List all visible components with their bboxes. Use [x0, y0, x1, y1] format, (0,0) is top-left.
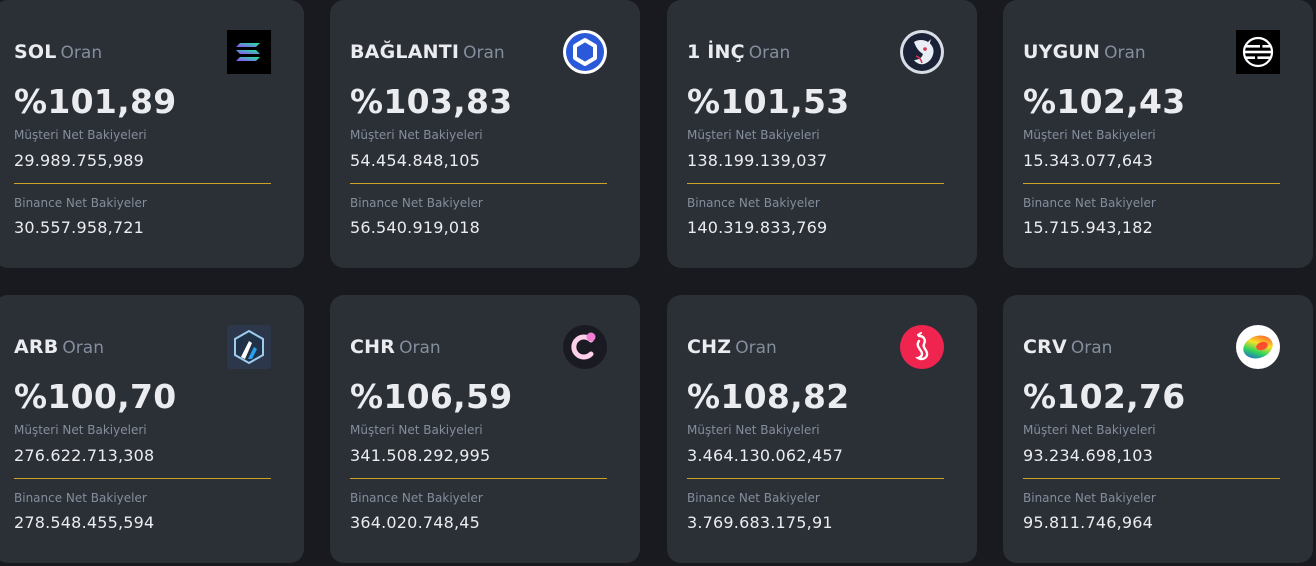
customer-balance-label: Müşteri Net Bakiyeleri [350, 128, 483, 142]
rate-label: Oran [735, 338, 777, 358]
divider [14, 183, 271, 184]
coin-symbol: SOL [14, 41, 57, 63]
card-header: CHR Oran [350, 335, 441, 360]
reserve-ratio: %100,70 [14, 377, 177, 416]
binance-balance-value: 30.557.958,721 [14, 218, 145, 237]
customer-balance-label: Müşteri Net Bakiyeleri [687, 128, 820, 142]
customer-balance-label: Müşteri Net Bakiyeleri [14, 128, 147, 142]
coin-symbol: CHR [350, 336, 396, 358]
binance-balance-label: Binance Net Bakiyeler [1023, 196, 1156, 210]
reserve-card-arb: ARB Oran %100,70 Müşteri Net Bakiyeleri 2… [0, 295, 304, 563]
divider [687, 183, 944, 184]
rate-label: Oran [60, 43, 103, 63]
customer-balance-label: Müşteri Net Bakiyeleri [1023, 423, 1156, 437]
rate-label: Oran [748, 43, 791, 63]
reserve-ratio: %102,76 [1023, 377, 1186, 416]
customer-balance-value: 29.989.755,989 [14, 151, 145, 170]
coin-symbol: BAĞLANTI [350, 41, 460, 63]
customer-balance-label: Müşteri Net Bakiyeleri [350, 423, 483, 437]
divider [14, 478, 271, 479]
binance-balance-label: Binance Net Bakiyeler [1023, 491, 1156, 505]
reserve-card-apt: UYGUN Oran %102,43 Müşteri Net Bakiyeleri… [1003, 0, 1313, 268]
aptos-icon [1236, 30, 1280, 74]
customer-balance-label: Müşteri Net Bakiyeleri [687, 423, 820, 437]
customer-balance-label: Müşteri Net Bakiyeleri [1023, 128, 1156, 142]
coin-symbol: ARB [14, 336, 59, 358]
reserve-ratio: %106,59 [350, 377, 513, 416]
binance-balance-value: 3.769.683.175,91 [687, 513, 833, 532]
rate-label: Oran [399, 338, 441, 358]
binance-balance-label: Binance Net Bakiyeler [350, 491, 483, 505]
rate-label: Oran [1070, 338, 1113, 358]
divider [1023, 478, 1280, 479]
binance-balance-label: Binance Net Bakiyeler [687, 491, 820, 505]
card-header: CHZ Oran [687, 335, 777, 360]
rate-label: Oran [62, 338, 104, 358]
rate-label: Oran [1104, 43, 1146, 63]
reserve-ratio: %102,43 [1023, 82, 1186, 121]
reserve-ratio: %101,53 [687, 82, 850, 121]
customer-balance-value: 15.343.077,643 [1023, 151, 1154, 170]
1inch-icon [900, 30, 944, 74]
solana-icon [227, 30, 271, 74]
customer-balance-value: 138.199.139,037 [687, 151, 828, 170]
card-header: BAĞLANTI Oran [350, 40, 505, 65]
arbitrum-icon [227, 325, 271, 369]
coin-symbol: 1 İNÇ [687, 41, 745, 63]
customer-balance-value: 54.454.848,105 [350, 151, 481, 170]
card-header: 1 İNÇ Oran [687, 40, 790, 65]
reserve-card-chr: CHR Oran %106,59 Müşteri Net Bakiyeleri 3… [330, 295, 640, 563]
rate-label: Oran [463, 43, 505, 63]
chainlink-icon [563, 30, 607, 74]
customer-balance-value: 341.508.292,995 [350, 446, 491, 465]
divider [687, 478, 944, 479]
divider [1023, 183, 1280, 184]
reserve-ratio: %101,89 [14, 82, 177, 121]
reserve-card-1inch: 1 İNÇ Oran %101,53 Müşteri Net Bakiyeleri… [667, 0, 977, 268]
card-header: CRV Oran [1023, 335, 1112, 360]
binance-balance-label: Binance Net Bakiyeler [14, 196, 147, 210]
customer-balance-value: 276.622.713,308 [14, 446, 155, 465]
chiliz-icon [900, 325, 944, 369]
binance-balance-value: 56.540.919,018 [350, 218, 481, 237]
customer-balance-label: Müşteri Net Bakiyeleri [14, 423, 147, 437]
coin-symbol: UYGUN [1023, 41, 1101, 63]
divider [350, 183, 607, 184]
binance-balance-value: 364.020.748,45 [350, 513, 481, 532]
customer-balance-value: 93.234.698,103 [1023, 446, 1154, 465]
binance-balance-value: 95.811.746,964 [1023, 513, 1154, 532]
reserve-card-link: BAĞLANTI Oran %103,83 Müşteri Net Bakiyel… [330, 0, 640, 268]
card-header: SOL Oran [14, 40, 102, 65]
reserve-card-chz: CHZ Oran %108,82 Müşteri Net Bakiyeleri 3… [667, 295, 977, 563]
binance-balance-value: 15.715.943,182 [1023, 218, 1154, 237]
card-header: ARB Oran [14, 335, 104, 360]
divider [350, 478, 607, 479]
binance-balance-label: Binance Net Bakiyeler [350, 196, 483, 210]
customer-balance-value: 3.464.130.062,457 [687, 446, 844, 465]
binance-balance-label: Binance Net Bakiyeler [14, 491, 147, 505]
reserve-card-sol: SOL Oran %101,89 Müşteri Net Bakiyeleri 2… [0, 0, 304, 268]
binance-balance-label: Binance Net Bakiyeler [687, 196, 820, 210]
chromia-icon [563, 325, 607, 369]
binance-balance-value: 140.319.833,769 [687, 218, 828, 237]
coin-symbol: CHZ [687, 336, 732, 358]
card-header: UYGUN Oran [1023, 40, 1146, 65]
binance-balance-value: 278.548.455,594 [14, 513, 155, 532]
curve-icon [1236, 325, 1280, 369]
coin-symbol: CRV [1023, 336, 1067, 358]
reserve-ratio: %103,83 [350, 82, 513, 121]
reserve-ratio: %108,82 [687, 377, 850, 416]
reserve-card-crv: CRV Oran %102,76 Müşteri Net Bakiyeleri 9 [1003, 295, 1313, 563]
